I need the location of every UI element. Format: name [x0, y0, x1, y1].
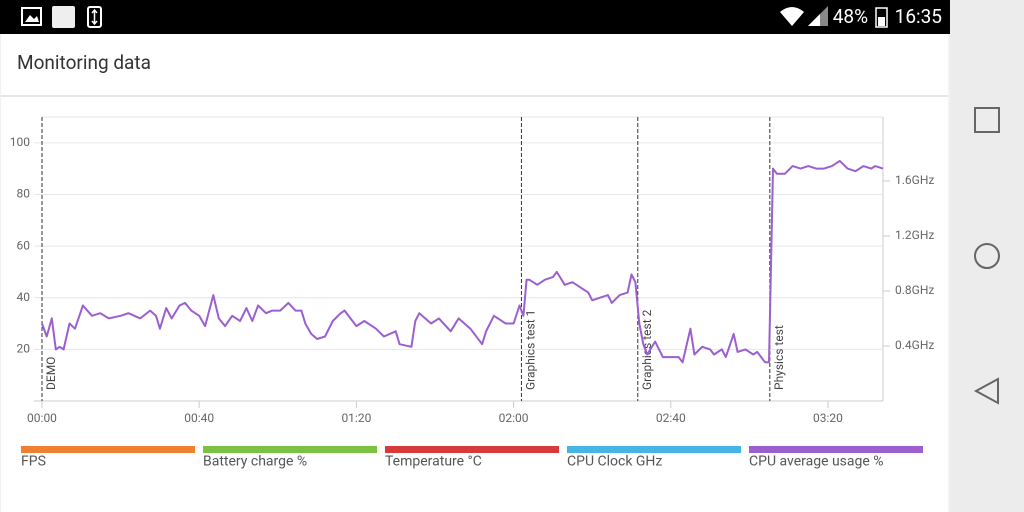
x-tick-label: 02:00 [499, 411, 529, 425]
phase-label: DEMO [44, 357, 58, 390]
phase-label: Graphics test 1 [524, 310, 538, 390]
home-button[interactable] [974, 243, 1000, 269]
card-title: Monitoring data [17, 51, 151, 74]
legend-swatch [567, 446, 741, 453]
status-icons [21, 6, 888, 28]
download-icon [87, 6, 102, 28]
y-tick-label: 100 [10, 135, 30, 149]
y-tick-label: 40 [17, 290, 31, 304]
recents-button[interactable] [974, 107, 1000, 133]
y-tick-label: 60 [17, 238, 31, 252]
chart: 20 40 60 80 100 0.4GHz 0.8GHz 1.2GHz 1.6GHz 00:00… [10, 116, 934, 470]
x-tick-label: 00:00 [27, 411, 57, 425]
gallery-icon [21, 7, 42, 26]
nav-bar [950, 0, 1024, 512]
legend-swatch [203, 446, 377, 453]
back-button[interactable] [973, 377, 999, 405]
y-tick-label: 80 [17, 187, 31, 201]
x-tick-label: 02:40 [656, 411, 686, 425]
legend-label: CPU Clock GHz [567, 454, 662, 470]
cpu-line [41, 159, 884, 364]
legend-swatch [749, 446, 923, 453]
y2-tick-label: 1.2GHz [895, 228, 934, 242]
app-icon [52, 6, 75, 28]
phase-label: Graphics test 2 [640, 309, 654, 390]
gallery-icon-mountain [25, 15, 39, 22]
phase-label: Physics test [772, 325, 786, 390]
legend-swatch [385, 446, 559, 453]
status-bar [0, 0, 950, 34]
y2-tick-label: 1.6GHz [895, 173, 934, 187]
x-tick-label: 00:40 [184, 411, 214, 425]
legend-label: Battery charge % [203, 454, 307, 470]
legend-swatch [21, 446, 195, 453]
legend-label: CPU average usage % [749, 454, 884, 470]
battery-text: 48% [833, 5, 868, 28]
y2-tick-label: 0.4GHz [895, 338, 934, 352]
y2-tick-label: 0.8GHz [895, 283, 934, 297]
legend-label: Temperature °C [385, 454, 482, 470]
legend-label: FPS [21, 454, 46, 470]
battery-level [878, 17, 885, 26]
card [1, 34, 948, 512]
battery-icon [875, 7, 888, 28]
signal-icon-level [808, 14, 820, 26]
y-tick-label: 20 [17, 342, 31, 356]
download-arrows [91, 8, 98, 26]
x-tick-label: 01:20 [341, 411, 371, 425]
x-tick-label: 03:20 [813, 411, 843, 425]
wifi-icon [780, 7, 804, 26]
clock: 16:35 [895, 5, 942, 28]
